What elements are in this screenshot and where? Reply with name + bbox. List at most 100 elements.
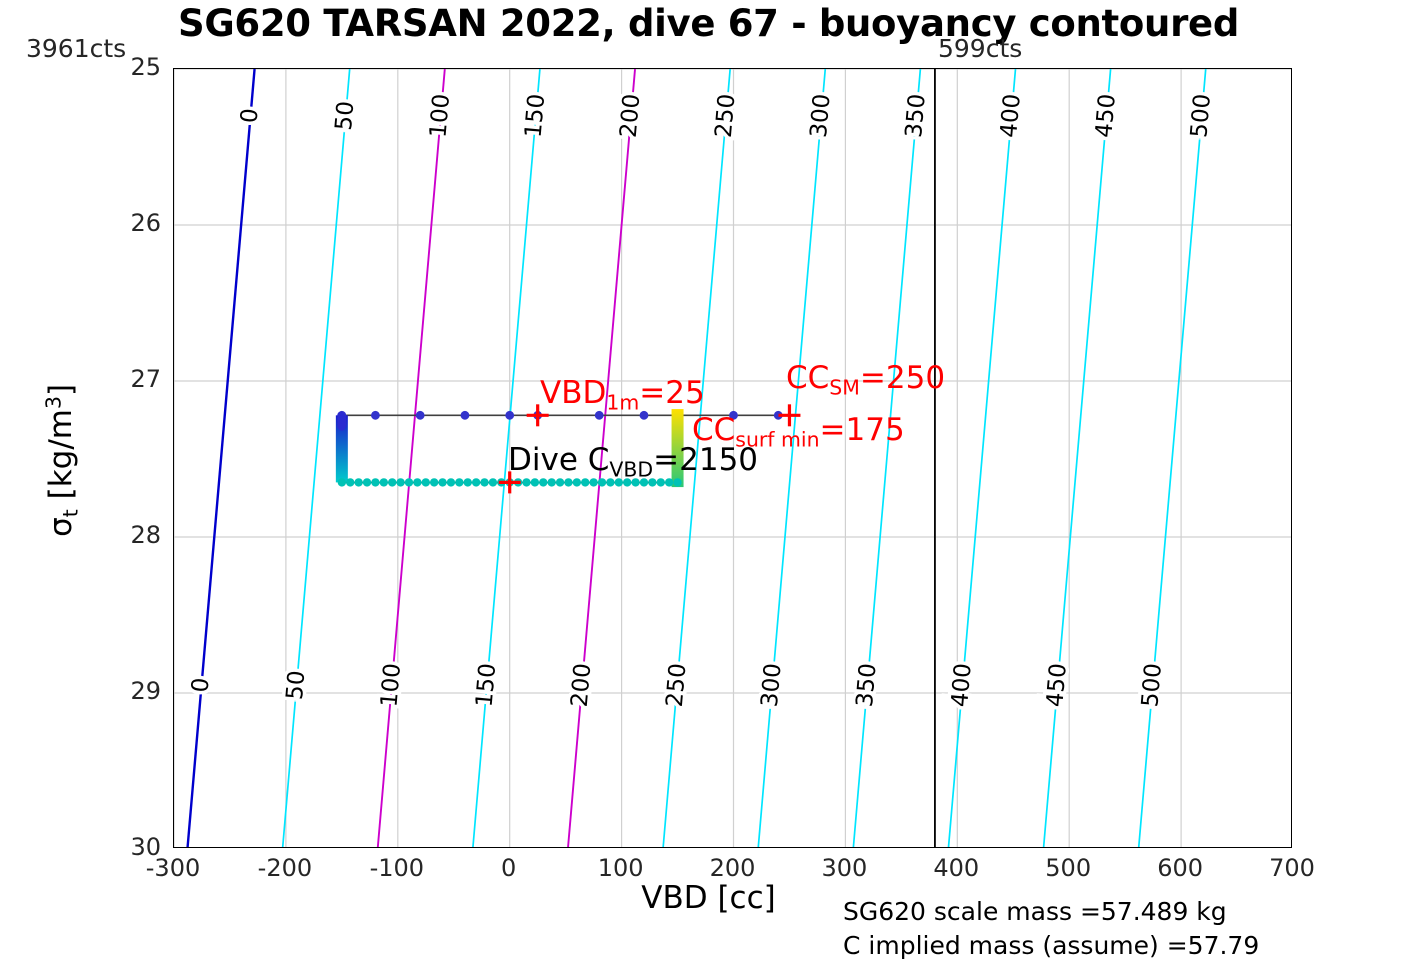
- svg-text:450: 450: [1091, 93, 1121, 139]
- annotation-vbd-1m: VBD1m=25: [540, 375, 705, 415]
- upper-leg-point: [460, 410, 470, 420]
- svg-text:50: 50: [331, 100, 359, 131]
- lower-leg-point: [438, 478, 447, 487]
- contour-line-100: [376, 69, 446, 847]
- svg-text:200: 200: [567, 662, 597, 708]
- x-axis-label: VBD [cc]: [0, 880, 1417, 916]
- upper-leg-point: [505, 410, 515, 420]
- upper-leg-point: [594, 410, 604, 420]
- contour-line-300: [757, 69, 827, 847]
- annotation-vbd-1m-post: =25: [639, 375, 705, 411]
- bottom-note-line-2: C implied mass (assume) =57.79: [843, 931, 1260, 960]
- lower-leg-point: [656, 478, 665, 487]
- annotation-cc-surf-pre: CC: [692, 412, 736, 448]
- lower-leg-point: [455, 478, 464, 487]
- annotation-cc-sm-pre: CC: [786, 360, 830, 396]
- annotation-cc-sm-sub: SM: [829, 375, 860, 400]
- y-axis-unit: [kg/m: [42, 408, 79, 510]
- contour-line-50: [281, 69, 351, 847]
- x-tick-label: 400: [933, 854, 980, 882]
- lower-leg-point: [597, 478, 607, 487]
- lower-leg-point: [480, 478, 489, 487]
- contour-line-350: [852, 69, 922, 847]
- lower-leg-point: [371, 478, 380, 487]
- annotation-cc-surf-post: =175: [819, 412, 905, 448]
- lower-leg-point: [589, 478, 598, 487]
- svg-text:150: 150: [521, 93, 551, 139]
- y-tick-label: 27: [130, 365, 161, 393]
- svg-text:0: 0: [236, 107, 263, 124]
- lower-leg-point: [530, 478, 540, 487]
- lower-leg-point: [404, 478, 414, 487]
- y-axis-sigma: σ: [42, 517, 79, 537]
- svg-text:250: 250: [711, 93, 741, 139]
- lower-leg-point: [471, 478, 481, 487]
- lower-leg-point: [396, 478, 405, 487]
- svg-text:300: 300: [806, 93, 836, 139]
- lower-leg-point: [488, 478, 498, 487]
- contour-line-500: [1137, 69, 1207, 847]
- lower-leg-point: [522, 478, 531, 487]
- ascent-leg: [671, 409, 684, 488]
- annotation-vbd-1m-sub: 1m: [606, 390, 640, 415]
- x-tick-label: 100: [597, 854, 644, 882]
- lower-leg-point: [614, 478, 624, 487]
- upper-leg-point: [639, 410, 649, 420]
- svg-text:450: 450: [1042, 662, 1072, 708]
- annotation-cc-surf-sub: surf min: [735, 427, 820, 452]
- x-tick-label: -200: [257, 854, 313, 882]
- lower-leg-point: [622, 478, 632, 487]
- svg-text:0: 0: [187, 677, 214, 694]
- lower-leg-point: [581, 478, 590, 487]
- y-axis-subscript: t: [58, 509, 83, 518]
- svg-text:150: 150: [472, 662, 502, 708]
- svg-text:50: 50: [331, 100, 359, 131]
- contour-label-0: 00: [233, 104, 267, 128]
- x-tick-label: 600: [1157, 854, 1203, 882]
- svg-text:100: 100: [425, 93, 455, 139]
- svg-text:400: 400: [947, 662, 977, 708]
- contour-label-0: 00: [184, 673, 218, 697]
- y-axis-label: σt [kg/m3]: [42, 310, 83, 610]
- x-tick-label: 0: [501, 854, 517, 882]
- lower-leg-point: [446, 478, 456, 487]
- svg-text:500: 500: [1186, 93, 1216, 139]
- svg-text:250: 250: [662, 662, 692, 708]
- annotation-cc-sm: CCSM=250: [786, 360, 945, 400]
- bottom-note-line-1: SG620 scale mass =57.489 kg: [843, 897, 1227, 926]
- svg-text:500: 500: [1137, 662, 1167, 708]
- x-tick-label: 200: [709, 854, 756, 882]
- lower-leg-point: [337, 478, 347, 487]
- svg-text:200: 200: [567, 662, 597, 708]
- annotation-dive-cvbd-sub: VBD: [609, 457, 654, 482]
- x-tick-label: -100: [369, 854, 425, 882]
- svg-text:350: 350: [901, 93, 931, 139]
- svg-text:100: 100: [376, 662, 406, 708]
- lower-leg-point: [648, 478, 657, 487]
- annotation-cc-sm-post: =250: [859, 360, 946, 396]
- svg-text:400: 400: [996, 93, 1026, 139]
- x-axis-label-text: VBD [cc]: [641, 880, 776, 916]
- x-tick-label: 500: [1045, 854, 1092, 882]
- lower-leg-point: [421, 478, 430, 487]
- page-title: SG620 TARSAN 2022, dive 67 - buoyancy co…: [177, 2, 1239, 45]
- lower-leg-point: [664, 478, 674, 487]
- upper-leg-point: [338, 423, 346, 431]
- lower-leg-point: [413, 478, 422, 487]
- annotation-vbd-1m-pre: VBD: [540, 375, 607, 411]
- svg-text:400: 400: [996, 93, 1026, 139]
- svg-text:400: 400: [947, 662, 977, 708]
- y-tick-label: 26: [130, 209, 161, 237]
- y-axis-superscript: 3: [41, 395, 66, 409]
- lower-leg-point: [547, 478, 556, 487]
- lower-leg-point: [429, 478, 439, 487]
